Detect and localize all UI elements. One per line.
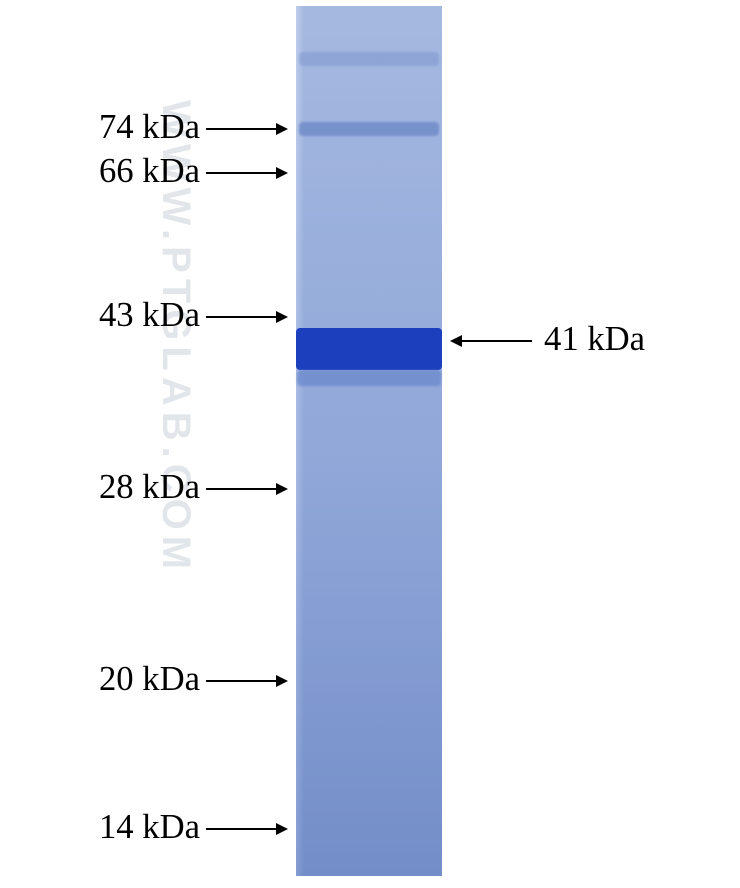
marker-arrow	[206, 316, 286, 318]
marker-label: 20 kDa	[99, 660, 200, 699]
marker-arrow	[206, 680, 286, 682]
target-label: 41 kDa	[544, 320, 645, 359]
marker-arrow	[206, 172, 286, 174]
target-arrow	[452, 340, 532, 342]
target-band	[296, 328, 442, 370]
marker-label: 14 kDa	[99, 808, 200, 847]
faint-band	[299, 52, 439, 66]
marker-label: 43 kDa	[99, 296, 200, 335]
marker-arrow	[206, 128, 286, 130]
gel-lane	[296, 6, 442, 876]
faint-band	[299, 122, 439, 136]
marker-label: 28 kDa	[99, 468, 200, 507]
marker-arrow	[206, 488, 286, 490]
marker-label: 74 kDa	[99, 108, 200, 147]
marker-arrow	[206, 828, 286, 830]
faint-band	[297, 370, 440, 386]
gel-figure: WWW.PTGLAB.COM74 kDa66 kDa43 kDa28 kDa20…	[0, 0, 740, 888]
marker-label: 66 kDa	[99, 152, 200, 191]
